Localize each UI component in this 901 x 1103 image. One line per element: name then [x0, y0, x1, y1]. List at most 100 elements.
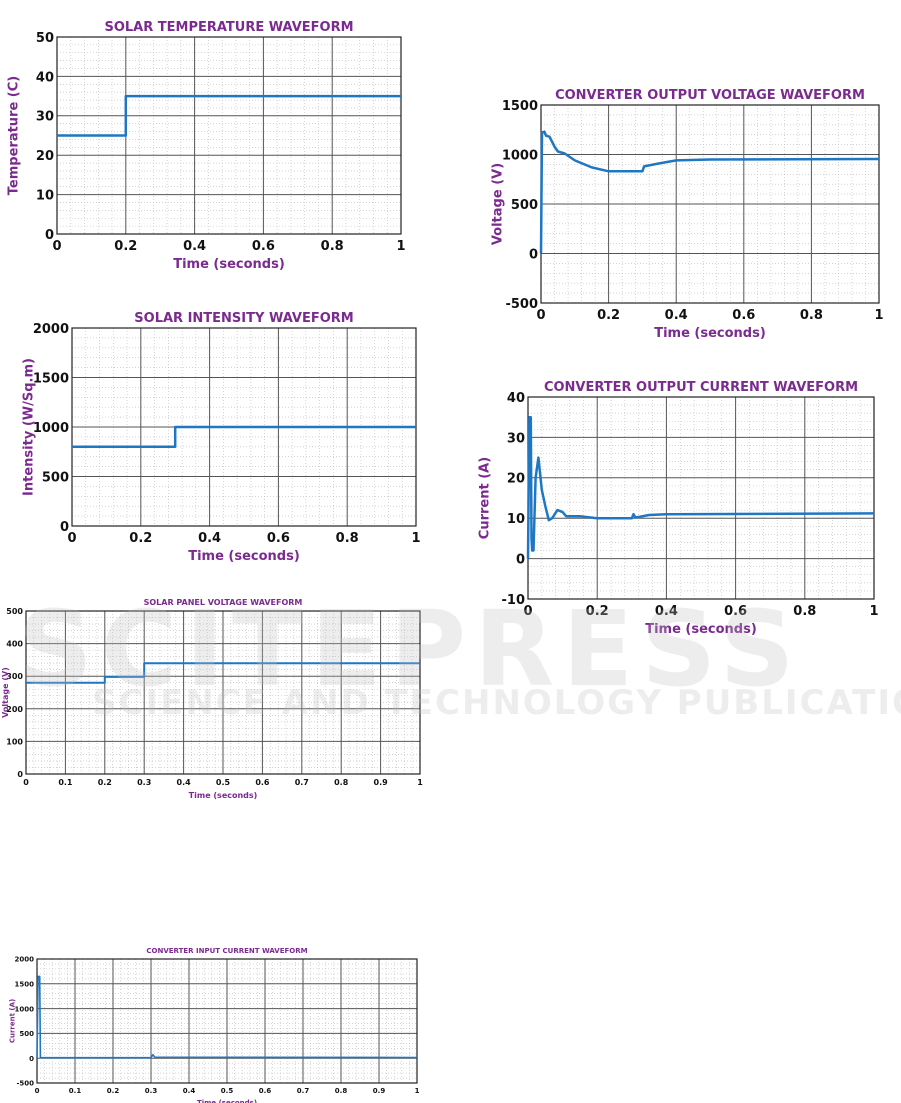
- y-tick-label: 400: [6, 640, 23, 649]
- x-axis-label: Time (seconds): [189, 791, 258, 800]
- x-tick-label: 0.2: [586, 604, 609, 619]
- x-tick-label: 0.8: [334, 778, 349, 787]
- chart-input-current: 0 0.1 0.2 0.3 0.4 0.5 0.6 0.7 0.8 0.9 1-5000500100…: [9, 947, 420, 1103]
- y-tick-label: -500: [16, 1080, 34, 1088]
- x-axis-label: Time (seconds): [654, 326, 766, 341]
- x-tick-label: 0.4: [177, 778, 192, 787]
- y-tick-label: 1500: [15, 980, 35, 988]
- y-tick-label: 0: [516, 553, 525, 568]
- x-tick-label: 0.6: [252, 239, 275, 254]
- y-axis-label: Current (A): [477, 457, 492, 539]
- x-tick-label: 1: [874, 308, 883, 323]
- chart-title: SOLAR TEMPERATURE WAVEFORM: [104, 20, 353, 35]
- x-tick-label: 0.4: [655, 604, 678, 619]
- chart-panel-voltage: 0 0.1 0.2 0.3 0.4 0.5 0.6 0.7 0.8 0.9 1 0 100 200 300 4…: [1, 598, 423, 800]
- x-axis-label: Time (seconds): [173, 257, 285, 272]
- x-tick-label: 0: [52, 239, 61, 254]
- x-tick-label: 0.2: [98, 778, 112, 787]
- y-tick-label: 0: [29, 1055, 34, 1063]
- plot-frame: [25, 610, 421, 775]
- y-tick-label: -10: [502, 593, 526, 608]
- chart-title: CONVERTER OUTPUT CURRENT WAVEFORM: [544, 380, 858, 395]
- x-tick-label: 0.5: [221, 1087, 234, 1095]
- x-tick-label: 0: [536, 308, 545, 323]
- series-line: [526, 415, 875, 559]
- series-line: [26, 662, 420, 684]
- y-axis-label: Intensity (W/Sq.m): [21, 358, 36, 496]
- x-axis-label: Time (seconds): [645, 622, 757, 637]
- y-tick-label: 50: [36, 31, 54, 46]
- y-tick-label: 2000: [15, 956, 35, 964]
- x-tick-label: 0.6: [724, 604, 747, 619]
- y-tick-label: 2000: [33, 322, 69, 337]
- y-tick-label: 300: [6, 672, 23, 681]
- y-tick-label: 1000: [502, 148, 538, 163]
- y-tick-label: 500: [19, 1030, 34, 1038]
- x-tick-label: 0.8: [321, 239, 344, 254]
- series-line: [57, 94, 401, 137]
- x-tick-label: 0.2: [129, 531, 152, 546]
- chart-title: SOLAR PANEL VOLTAGE WAVEFORM: [144, 598, 303, 607]
- x-tick-label: 0: [523, 604, 532, 619]
- x-tick-label: 0.6: [732, 308, 755, 323]
- y-tick-label: 0: [529, 247, 538, 262]
- chart-output-voltage: 0 0.2 0.4 0.6 0.8 1-500050010001500CONVERTER …: [490, 88, 883, 341]
- chart-intensity: 0 0.2 0.4 0.6 0.8 1 0 500 1000 1500 2000 SOLAR INTE…: [21, 311, 420, 564]
- x-tick-label: 0.3: [137, 778, 151, 787]
- x-tick-label: 0: [67, 531, 76, 546]
- x-tick-label: 1: [869, 604, 878, 619]
- x-tick-label: 1: [415, 1087, 420, 1095]
- x-tick-label: 0.8: [800, 308, 823, 323]
- x-tick-label: 0.8: [793, 604, 816, 619]
- series-line: [36, 975, 418, 1059]
- chart-title: CONVERTER INPUT CURRENT WAVEFORM: [146, 947, 307, 955]
- x-tick-label: 0: [23, 778, 29, 787]
- x-tick-label: 0.6: [267, 531, 290, 546]
- y-tick-label: 1000: [15, 1005, 35, 1013]
- x-tick-label: 0.5: [216, 778, 231, 787]
- x-axis-label: Time (seconds): [197, 1099, 257, 1103]
- x-tick-label: 0.2: [114, 239, 137, 254]
- x-tick-label: 0.6: [255, 778, 270, 787]
- y-tick-label: 200: [6, 705, 23, 714]
- x-tick-label: 0.2: [107, 1087, 120, 1095]
- y-tick-label: 20: [507, 472, 525, 487]
- x-axis-label: Time (seconds): [188, 549, 300, 564]
- plot-area: [528, 397, 874, 599]
- y-tick-label: 30: [36, 110, 54, 125]
- y-axis-label: Voltage (V): [1, 667, 10, 718]
- x-tick-label: 0.4: [665, 308, 688, 323]
- y-axis-label: Voltage (V): [490, 163, 505, 245]
- y-tick-label: 0: [17, 770, 23, 779]
- y-tick-label: 40: [507, 391, 525, 406]
- y-tick-label: 500: [42, 470, 69, 485]
- x-tick-label: 0.9: [373, 1087, 386, 1095]
- y-tick-label: 0: [45, 228, 54, 243]
- y-tick-label: 1500: [33, 371, 69, 386]
- y-tick-label: 500: [511, 198, 538, 213]
- y-tick-label: 0: [60, 520, 69, 535]
- y-tick-label: 1500: [502, 99, 538, 114]
- x-tick-label: 1: [417, 778, 423, 787]
- x-tick-label: 0.3: [145, 1087, 158, 1095]
- y-tick-label: 20: [36, 149, 54, 164]
- x-tick-label: 0.4: [183, 239, 206, 254]
- y-tick-label: -500: [505, 297, 538, 312]
- x-tick-label: 0.4: [198, 531, 221, 546]
- x-tick-label: 0.6: [259, 1087, 272, 1095]
- y-tick-label: 10: [507, 512, 525, 527]
- x-tick-label: 0: [35, 1087, 40, 1095]
- y-tick-label: 10: [36, 189, 54, 204]
- x-tick-label: 0.2: [597, 308, 620, 323]
- x-tick-label: 0.8: [336, 531, 359, 546]
- x-tick-label: 0.8: [335, 1087, 348, 1095]
- x-tick-label: 0.7: [297, 1087, 310, 1095]
- x-tick-label: 0.1: [58, 778, 73, 787]
- y-tick-label: 500: [6, 607, 23, 616]
- x-tick-label: 0.7: [295, 778, 309, 787]
- x-tick-label: 0.9: [374, 778, 389, 787]
- y-tick-label: 40: [36, 70, 54, 85]
